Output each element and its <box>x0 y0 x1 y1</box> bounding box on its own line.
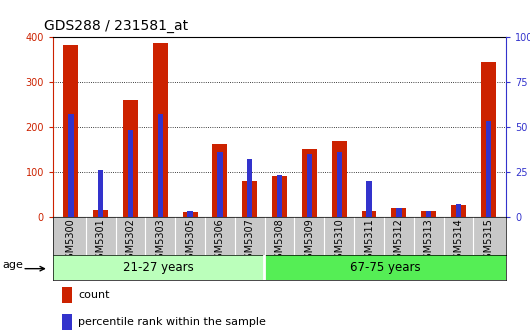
Bar <box>128 130 133 217</box>
Bar <box>153 43 168 217</box>
Text: GSM5309: GSM5309 <box>304 218 314 265</box>
Bar <box>456 204 461 217</box>
Bar <box>98 170 103 217</box>
Bar <box>264 255 506 280</box>
Bar <box>485 121 491 217</box>
Bar <box>53 255 264 280</box>
Bar <box>272 176 287 217</box>
Bar <box>68 114 74 217</box>
Text: GSM5310: GSM5310 <box>334 218 344 265</box>
Bar <box>307 154 312 217</box>
Text: GSM5305: GSM5305 <box>185 218 195 265</box>
Bar <box>217 152 223 217</box>
Text: GSM5303: GSM5303 <box>155 218 165 265</box>
Bar <box>62 287 72 303</box>
Bar <box>93 210 108 217</box>
Text: 21-27 years: 21-27 years <box>123 261 194 274</box>
Text: 67-75 years: 67-75 years <box>350 261 421 274</box>
Text: GSM5306: GSM5306 <box>215 218 225 265</box>
Bar <box>188 211 193 217</box>
Text: GSM5311: GSM5311 <box>364 218 374 265</box>
Text: age: age <box>3 260 23 270</box>
Text: GSM5307: GSM5307 <box>245 218 255 265</box>
Text: GSM5313: GSM5313 <box>423 218 434 265</box>
Bar <box>277 175 282 217</box>
Text: GSM5312: GSM5312 <box>394 218 404 265</box>
Bar <box>391 208 407 217</box>
Bar <box>421 211 436 217</box>
Bar <box>396 208 402 217</box>
Bar <box>242 181 257 217</box>
Bar <box>451 206 466 217</box>
Text: percentile rank within the sample: percentile rank within the sample <box>78 317 266 327</box>
Text: GSM5314: GSM5314 <box>454 218 463 265</box>
Text: count: count <box>78 290 109 300</box>
Bar <box>64 45 78 217</box>
Bar <box>302 149 317 217</box>
Bar <box>481 62 496 217</box>
Text: GSM5302: GSM5302 <box>126 218 136 265</box>
Bar <box>426 211 431 217</box>
Bar <box>183 212 198 217</box>
Text: GSM5315: GSM5315 <box>483 218 493 265</box>
Text: GDS288 / 231581_at: GDS288 / 231581_at <box>44 19 188 33</box>
Bar <box>337 152 342 217</box>
Text: GSM5301: GSM5301 <box>96 218 105 265</box>
Bar <box>213 144 227 217</box>
Bar <box>62 314 72 330</box>
Bar <box>332 141 347 217</box>
Bar <box>361 211 376 217</box>
Text: GSM5308: GSM5308 <box>275 218 285 265</box>
Bar <box>247 159 252 217</box>
Text: GSM5300: GSM5300 <box>66 218 76 265</box>
Bar <box>366 181 372 217</box>
Bar <box>123 100 138 217</box>
Bar <box>157 114 163 217</box>
